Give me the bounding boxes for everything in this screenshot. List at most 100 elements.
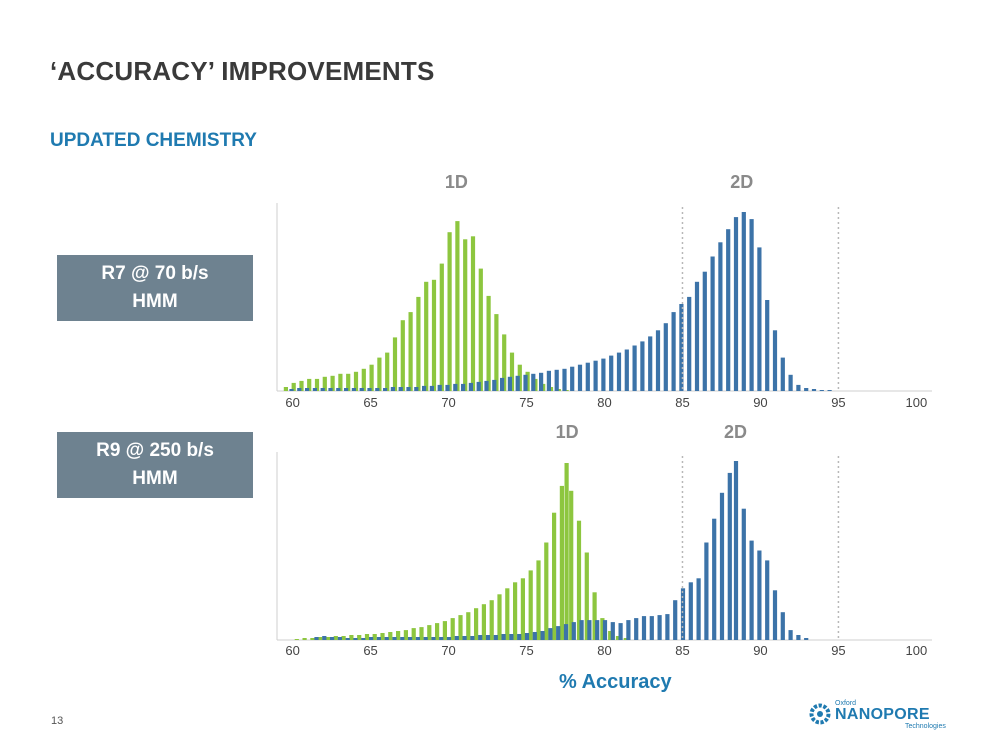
chart-1-tick-label: 85 [675, 395, 689, 410]
chart-2-bar-2d [376, 637, 381, 640]
chart-1-bar-1d [283, 387, 288, 391]
chart-1-annotation-1d: 1D [445, 172, 468, 192]
chart-1-bar-2d [453, 383, 458, 391]
chart-2-bar-2d [524, 633, 530, 640]
chart-2-bar-2d [796, 635, 801, 640]
chart-1-bar-1d [494, 314, 499, 391]
chart-1-bar-1d [556, 389, 561, 391]
chart-1-bar-2d [694, 281, 700, 391]
chart-2-bar-1d [520, 578, 525, 640]
chart-1-bar-1d [470, 236, 476, 391]
chart-1-bar-1d [291, 382, 296, 391]
chart-2-bar-2d [517, 634, 522, 640]
chart-1-bar-2d [609, 355, 614, 391]
chart-2-bar-1d [489, 600, 494, 640]
chart-1-bar-2d [531, 373, 536, 391]
chart-2-bar-2d [657, 615, 662, 640]
chart-1-tick-label: 90 [753, 395, 767, 410]
chart-2-bar-2d [446, 637, 452, 640]
chart-2-bar-1d [294, 639, 299, 640]
chart-2-bar-2d [704, 542, 709, 640]
chart-2-tick-label: 80 [597, 643, 611, 658]
logo-oxford-text: Oxford [835, 700, 857, 707]
chart-2-tick-label: 90 [753, 643, 767, 658]
chart-1-bar-2d [546, 370, 551, 391]
chart-1-bar-2d [507, 376, 512, 391]
chart-1-bar-2d [616, 352, 622, 391]
chart-1-bar-1d [502, 334, 507, 391]
chart-1-bar-2d [344, 388, 349, 391]
chart-1-bar-2d [484, 380, 489, 391]
chart-2-bar-2d [314, 637, 319, 640]
nanopore-logo-icon [809, 703, 831, 725]
logo-nanopore-text: NANOPORE [835, 706, 930, 723]
chart-1-bar-2d [827, 390, 832, 391]
chart-2-tick-label: 100 [906, 643, 928, 658]
chart-2-bar-2d [556, 626, 561, 640]
chart-2-bar-2d [757, 550, 762, 640]
chart-2-bar-2d [634, 618, 639, 640]
chart-1-bar-2d [320, 388, 325, 391]
chart-2-bar-1d [600, 618, 605, 640]
chart-1-bar-2d [328, 388, 333, 391]
chart-1-tick-label: 95 [831, 395, 845, 410]
chart-1-bar-1d [447, 232, 452, 391]
chart-1-bar-2d [655, 330, 661, 391]
chart-2-bar-1d [576, 520, 582, 640]
chart-1-bar-1d [330, 375, 335, 391]
chart-2-bar-1d [333, 636, 338, 640]
chart-2-annotation-2d: 2D [724, 422, 747, 442]
chart-1-bar-2d [359, 388, 364, 391]
chart-1-bar-2d [492, 379, 497, 391]
chart-2-bar-2d [780, 612, 785, 640]
chart-1-bar-2d [289, 389, 294, 391]
chart-2-tick-label: 65 [363, 643, 377, 658]
chart-1-bar-2d [351, 388, 356, 391]
chart-1-bar-2d [632, 345, 637, 391]
chart-1-bar-1d [314, 378, 320, 391]
chart-2-bar-1d [349, 635, 354, 640]
chart-2-bar-2d [788, 630, 793, 640]
chart-1-bar-2d [710, 256, 715, 391]
chart-2-bar-1d [513, 582, 518, 640]
chart-1-bar-2d [468, 382, 473, 391]
chart-1-bar-2d [539, 372, 544, 391]
chart-2-bar-1d [608, 631, 613, 640]
chart-2-bar-1d [364, 634, 370, 640]
chart-1-bar-2d [718, 242, 723, 391]
chart-2-bar-2d [696, 578, 701, 640]
chart-1-bar-2d [726, 229, 731, 391]
chart-2-bar-1d [450, 618, 455, 640]
chart-1-bar-2d [375, 388, 380, 391]
chart-1-bar-2d [461, 383, 466, 391]
chart-1-tick-label: 70 [441, 395, 455, 410]
chart-1-bar-1d [424, 281, 429, 391]
chart-2-bar-2d [439, 637, 444, 640]
chart-2-bar-1d [372, 634, 377, 640]
chart-1-bar-2d [336, 388, 341, 391]
chart-1-bar-1d [478, 268, 483, 391]
chart-2-bar-1d [310, 638, 315, 640]
chart-1-bar-2d [500, 377, 505, 391]
logo-technologies-text: Technologies [905, 723, 946, 730]
chart-2-bar-1d [435, 623, 440, 640]
chart-1-bar-2d [593, 360, 598, 391]
chart-1-bar-1d [431, 279, 437, 391]
chart-2-bar-2d [485, 635, 491, 640]
chart-2-bar-2d [501, 634, 506, 640]
chart-2-bar-2d [509, 634, 514, 640]
chart-2-bar-2d [749, 540, 754, 640]
chart-1-tick-label: 75 [519, 395, 533, 410]
chart-2-bar-1d [396, 631, 401, 640]
chart-1-bar-1d [322, 376, 327, 391]
chart-1-bar-2d [515, 375, 520, 391]
chart-1-annotation-2d: 2D [730, 172, 753, 192]
chart-1-bar-2d [562, 368, 567, 391]
chart-2-bar-1d [388, 632, 393, 640]
chart-1-bar-2d [383, 388, 388, 391]
chart-2-bar-2d [345, 638, 350, 640]
chart-1-bar-1d [338, 373, 343, 391]
chart-2-bar-2d [563, 624, 569, 640]
chart-1-bar-2d [765, 300, 770, 391]
